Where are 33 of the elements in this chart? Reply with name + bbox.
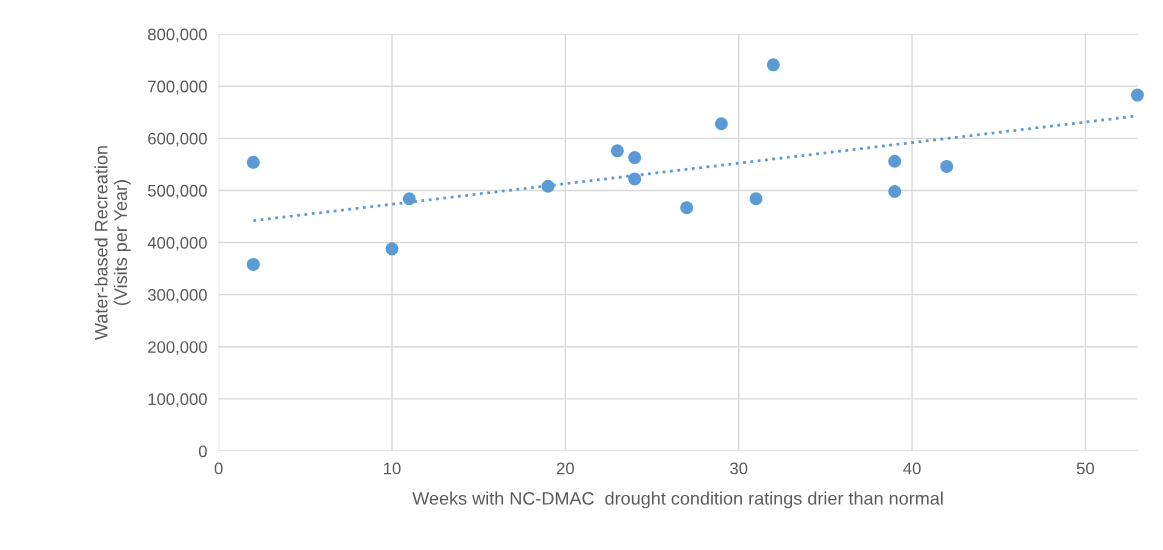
y-tick-label: 400,000 bbox=[147, 236, 207, 251]
point bbox=[628, 172, 642, 186]
x-tick-label: 20 bbox=[556, 462, 574, 475]
y-tick-label: 700,000 bbox=[148, 80, 207, 95]
y-tick-label: 800,000 bbox=[148, 28, 207, 43]
y-tick-label: 500,000 bbox=[147, 184, 207, 199]
point bbox=[246, 155, 260, 169]
point bbox=[246, 257, 260, 271]
point bbox=[680, 201, 694, 215]
point bbox=[888, 184, 902, 198]
y-tick-label: 100,000 bbox=[148, 393, 207, 408]
x-tick-label: 50 bbox=[1076, 462, 1095, 475]
point bbox=[1130, 88, 1144, 102]
x-tick-label: 0 bbox=[214, 462, 223, 475]
point bbox=[766, 58, 780, 72]
point bbox=[714, 117, 728, 131]
point bbox=[402, 192, 416, 206]
y-axis-title: Water-based Recreation (Visits per Year) bbox=[94, 146, 131, 340]
y-tick-label: 0 bbox=[198, 445, 207, 458]
point bbox=[940, 159, 954, 173]
x-tick-label: 40 bbox=[903, 462, 921, 475]
point bbox=[541, 179, 555, 193]
y-tick-label: 200,000 bbox=[148, 341, 207, 355]
x-tick-label: 30 bbox=[730, 462, 748, 475]
point bbox=[385, 242, 399, 256]
point bbox=[888, 154, 902, 168]
point bbox=[749, 192, 763, 206]
y-tick-label: 600,000 bbox=[148, 132, 207, 147]
point bbox=[628, 151, 642, 165]
x-axis-title: Weeks with NC-DMAC drought condition ratings drier than normal bbox=[412, 491, 943, 509]
y-tick-label: 300,000 bbox=[147, 289, 207, 303]
x-tick-label: 10 bbox=[384, 462, 401, 475]
point bbox=[610, 144, 624, 158]
